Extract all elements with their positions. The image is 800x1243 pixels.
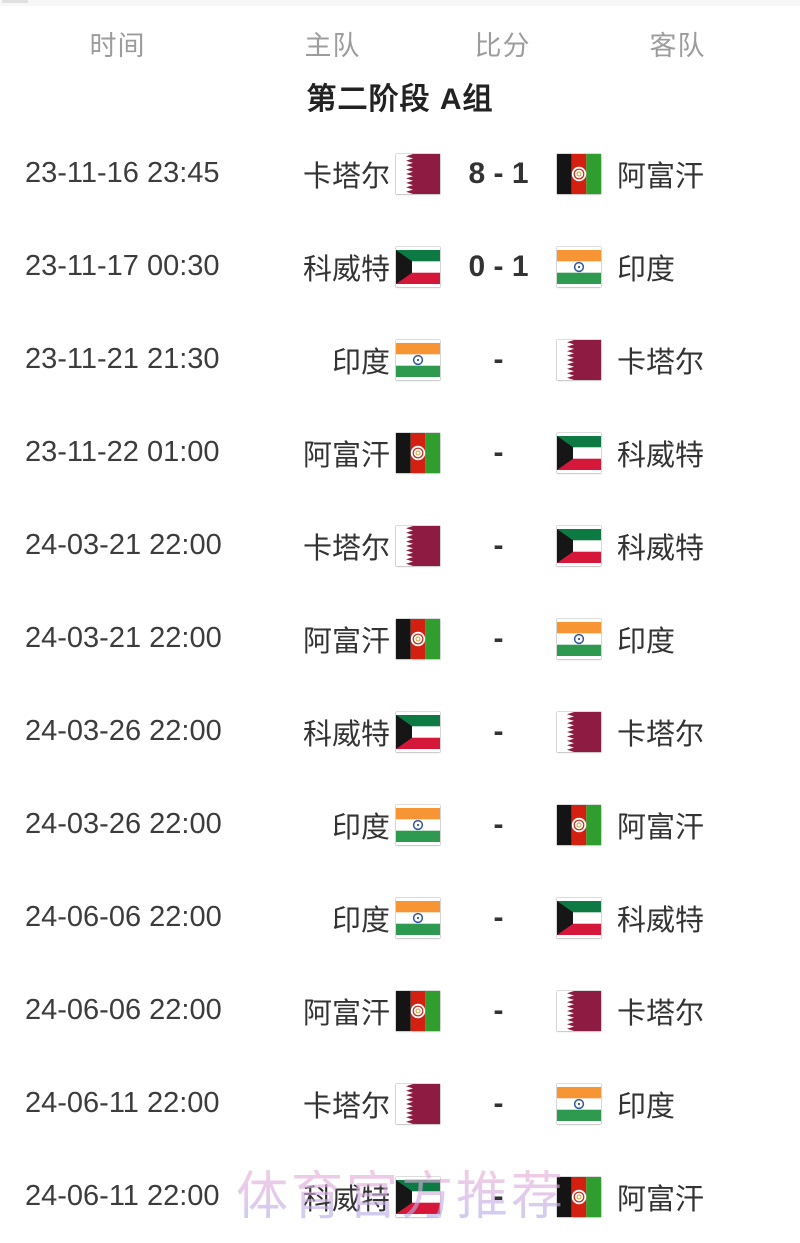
col-header-home: 主队: [304, 30, 361, 61]
match-score: -: [493, 807, 504, 841]
match-row[interactable]: 24-06-11 22:00 卡塔尔 - 印度: [0, 1057, 800, 1150]
qatar-flag-icon: [557, 711, 601, 752]
home-team-name: 科威特: [302, 1183, 390, 1216]
kuwait-flag-icon: [557, 432, 601, 473]
group-title: 第二阶段 A组: [306, 82, 494, 116]
home-team-name: 阿富汗: [302, 439, 390, 472]
match-row[interactable]: 24-03-26 22:00 印度 - 阿富汗: [0, 778, 800, 871]
away-team-name: 科威特: [617, 904, 705, 937]
qatar-flag-icon: [396, 153, 440, 194]
top-edge-strip: [0, 0, 800, 6]
afghanistan-flag-icon: [557, 804, 601, 845]
match-row[interactable]: 23-11-21 21:30 印度 - 卡塔尔: [0, 313, 800, 406]
kuwait-flag-icon: [396, 1176, 440, 1217]
away-team-name: 印度: [617, 625, 676, 658]
match-row[interactable]: 23-11-17 00:30 科威特 0 - 1 印度: [0, 220, 800, 313]
kuwait-flag-icon: [557, 897, 601, 938]
kuwait-flag-icon: [396, 246, 440, 287]
match-time: 24-03-21 22:00: [25, 622, 222, 654]
away-team-name: 印度: [617, 253, 676, 286]
table-header: 时间 主队 比分 客队: [0, 0, 800, 64]
match-time: 23-11-16 23:45: [25, 157, 220, 189]
home-team-name: 科威特: [302, 253, 390, 286]
india-flag-icon: [396, 897, 440, 938]
match-row[interactable]: 24-06-06 22:00 阿富汗 - 卡塔尔: [0, 964, 800, 1057]
col-header-away: 客队: [649, 30, 706, 61]
match-rows: 23-11-16 23:45 卡塔尔 8 - 1 阿富汗 23-11-17 00…: [0, 127, 800, 1243]
match-time: 24-06-11 22:00: [25, 1087, 220, 1119]
match-row[interactable]: 23-11-16 23:45 卡塔尔 8 - 1 阿富汗: [0, 127, 800, 220]
match-score: -: [493, 435, 504, 469]
match-score: 8 - 1: [468, 156, 529, 190]
away-team-name: 卡塔尔: [617, 718, 705, 751]
match-time: 24-03-21 22:00: [25, 529, 222, 561]
kuwait-flag-icon: [396, 711, 440, 752]
away-team-name: 卡塔尔: [617, 997, 705, 1030]
match-time: 23-11-22 01:00: [25, 436, 220, 468]
away-team-name: 阿富汗: [617, 811, 705, 844]
qatar-flag-icon: [557, 990, 601, 1031]
match-score: -: [493, 342, 504, 376]
match-score: -: [493, 900, 504, 934]
india-flag-icon: [557, 246, 601, 287]
match-time: 24-03-26 22:00: [25, 808, 222, 840]
home-team-name: 科威特: [302, 718, 390, 751]
match-score: -: [493, 528, 504, 562]
match-score: 0 - 1: [468, 249, 529, 283]
afghanistan-flag-icon: [396, 990, 440, 1031]
match-score: -: [493, 1179, 504, 1213]
kuwait-flag-icon: [557, 525, 601, 566]
india-flag-icon: [396, 804, 440, 845]
away-team-name: 科威特: [617, 439, 705, 472]
match-row[interactable]: 24-03-21 22:00 卡塔尔 - 科威特: [0, 499, 800, 592]
away-team-name: 印度: [617, 1090, 676, 1123]
home-team-name: 卡塔尔: [302, 1090, 390, 1123]
home-team-name: 印度: [331, 904, 390, 937]
match-score: -: [493, 1086, 504, 1120]
qatar-flag-icon: [557, 339, 601, 380]
india-flag-icon: [557, 1083, 601, 1124]
afghanistan-flag-icon: [396, 618, 440, 659]
home-team-name: 阿富汗: [302, 625, 390, 658]
home-team-name: 阿富汗: [302, 997, 390, 1030]
afghanistan-flag-icon: [557, 1176, 601, 1217]
home-team-name: 印度: [331, 346, 390, 379]
col-header-score: 比分: [474, 30, 531, 61]
away-team-name: 阿富汗: [617, 1183, 705, 1216]
india-flag-icon: [396, 339, 440, 380]
qatar-flag-icon: [396, 525, 440, 566]
match-row[interactable]: 24-06-11 22:00 科威特 - 阿富汗: [0, 1150, 800, 1243]
match-row[interactable]: 23-11-22 01:00 阿富汗 - 科威特: [0, 406, 800, 499]
away-team-name: 卡塔尔: [617, 346, 705, 379]
home-team-name: 卡塔尔: [302, 532, 390, 565]
match-score: -: [493, 993, 504, 1027]
match-time: 23-11-21 21:30: [25, 343, 220, 375]
away-team-name: 阿富汗: [617, 160, 705, 193]
match-time: 23-11-17 00:30: [25, 250, 220, 282]
afghanistan-flag-icon: [396, 432, 440, 473]
qatar-flag-icon: [396, 1083, 440, 1124]
india-flag-icon: [557, 618, 601, 659]
match-time: 24-06-11 22:00: [25, 1180, 220, 1212]
match-row[interactable]: 24-03-21 22:00 阿富汗 - 印度: [0, 592, 800, 685]
match-time: 24-06-06 22:00: [25, 994, 222, 1026]
match-row[interactable]: 24-03-26 22:00 科威特 - 卡塔尔: [0, 685, 800, 778]
corner-artifact: [2, 0, 28, 3]
home-team-name: 印度: [331, 811, 390, 844]
away-team-name: 科威特: [617, 532, 705, 565]
match-score: -: [493, 621, 504, 655]
afghanistan-flag-icon: [557, 153, 601, 194]
match-score: -: [493, 714, 504, 748]
match-time: 24-03-26 22:00: [25, 715, 222, 747]
match-time: 24-06-06 22:00: [25, 901, 222, 933]
col-header-time: 时间: [89, 30, 146, 61]
home-team-name: 卡塔尔: [302, 160, 390, 193]
match-row[interactable]: 24-06-06 22:00 印度 - 科威特: [0, 871, 800, 964]
